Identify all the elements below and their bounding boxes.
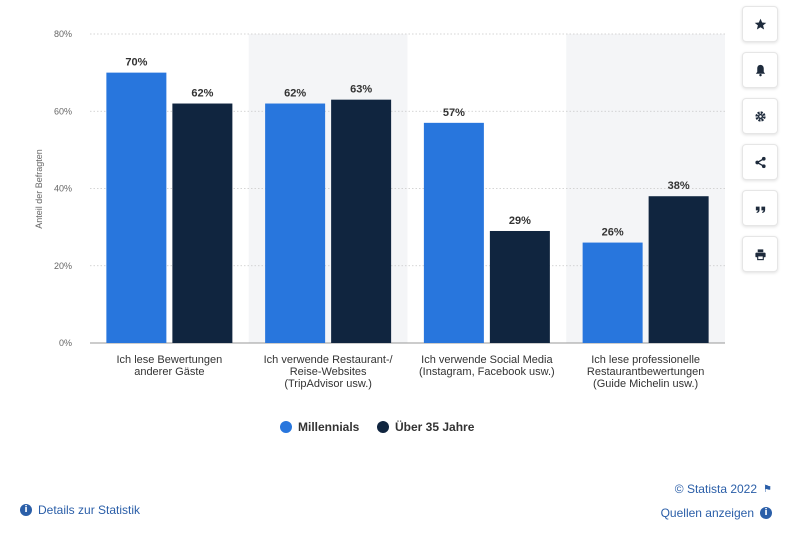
data-label: 62% bbox=[284, 88, 306, 100]
copyright-link[interactable]: © Statista 2022 ⚑ bbox=[675, 482, 772, 496]
settings-button[interactable] bbox=[742, 98, 778, 134]
x-tick-label: Ich lese professionelle Restaurantbewertu… bbox=[587, 354, 704, 390]
data-label: 29% bbox=[509, 215, 531, 227]
data-label: 62% bbox=[191, 88, 213, 100]
y-tick-label: 40% bbox=[54, 184, 72, 194]
print-button[interactable] bbox=[742, 236, 778, 272]
legend-item-millennials[interactable]: Millennials bbox=[280, 420, 359, 434]
legend-label-over-35: Über 35 Jahre bbox=[395, 420, 475, 434]
chart-toolbar bbox=[742, 6, 778, 282]
bar[interactable] bbox=[106, 72, 167, 343]
data-label: 57% bbox=[443, 107, 465, 119]
data-label: 26% bbox=[602, 227, 624, 239]
legend-label-millennials: Millennials bbox=[298, 420, 360, 434]
details-link[interactable]: i Details zur Statistik bbox=[20, 503, 140, 517]
info-icon: i bbox=[20, 504, 32, 516]
y-tick-label: 20% bbox=[54, 261, 72, 271]
x-tick-label: Ich verwende Restaurant-/Reise-Websites(… bbox=[264, 354, 394, 390]
bar[interactable] bbox=[489, 230, 550, 343]
notification-button[interactable] bbox=[742, 52, 778, 88]
data-label: 70% bbox=[125, 57, 147, 69]
info-icon: i bbox=[760, 507, 772, 519]
print-icon bbox=[754, 248, 766, 260]
y-axis-label: Anteil der Befragten bbox=[34, 149, 44, 229]
cite-button[interactable] bbox=[742, 190, 778, 226]
bar-chart: 0%20%40%60%80% 70%62%57%26%62% 63%29%38% … bbox=[34, 29, 725, 390]
y-tick-label: 60% bbox=[54, 106, 72, 116]
bar[interactable] bbox=[331, 99, 392, 343]
y-tick-label: 0% bbox=[59, 338, 72, 348]
legend: Millennials Über 35 Jahre bbox=[0, 420, 800, 436]
y-tick-label: 80% bbox=[54, 29, 72, 39]
bell-icon bbox=[755, 64, 765, 76]
details-link-label: Details zur Statistik bbox=[38, 503, 141, 517]
data-label: 63% bbox=[350, 84, 372, 96]
x-tick-label: Ich verwende Social Media (Instagram, Fac… bbox=[419, 354, 555, 378]
data-label: 38% bbox=[668, 180, 690, 192]
bar[interactable] bbox=[265, 103, 326, 344]
share-icon bbox=[754, 156, 766, 168]
legend-marker-millennials bbox=[280, 421, 292, 433]
bar[interactable] bbox=[423, 122, 484, 344]
x-tick-label: Ich lese Bewertungen anderer Gäste bbox=[116, 354, 222, 378]
gear-icon bbox=[754, 110, 766, 122]
share-button[interactable] bbox=[742, 144, 778, 180]
legend-marker-over-35 bbox=[377, 421, 389, 433]
flag-icon: ⚑ bbox=[763, 483, 772, 495]
bar[interactable] bbox=[582, 242, 643, 343]
favorite-button[interactable] bbox=[742, 6, 778, 42]
bar[interactable] bbox=[648, 196, 709, 343]
copyright-text: © Statista 2022 bbox=[674, 482, 758, 496]
sources-link[interactable]: Quellen anzeigen i bbox=[661, 506, 772, 520]
sources-link-label: Quellen anzeigen bbox=[660, 506, 754, 520]
legend-item-over-35[interactable]: Über 35 Jahre bbox=[377, 420, 474, 434]
bar[interactable] bbox=[172, 103, 233, 344]
quote-icon bbox=[755, 206, 765, 213]
star-icon bbox=[754, 18, 766, 30]
